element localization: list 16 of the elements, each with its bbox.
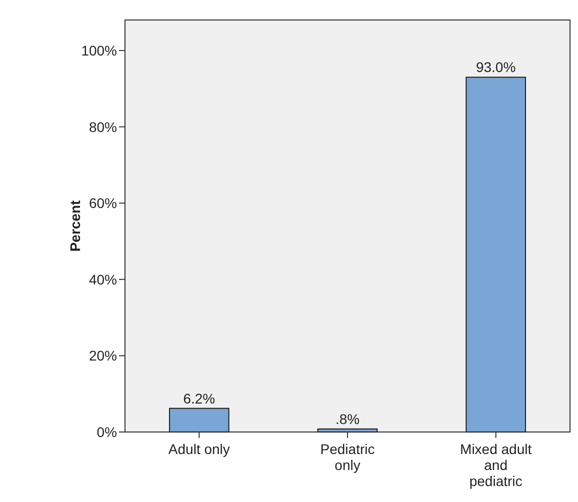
y-tick-label: 100%: [81, 42, 117, 59]
data-label: .8%: [335, 410, 360, 427]
y-tick-label: 40%: [88, 271, 117, 288]
bar: [169, 408, 230, 432]
y-tick-label: 60%: [88, 195, 117, 212]
y-tick-label: 80%: [88, 118, 117, 135]
bar: [317, 428, 378, 432]
bar: [466, 76, 526, 432]
y-axis-title: Percent: [67, 200, 83, 252]
data-label: 6.2%: [183, 390, 216, 406]
y-tick-label: 20%: [88, 348, 117, 364]
x-tick-label: Mixed adult and pediatric: [460, 441, 532, 489]
y-tick-label: 0%: [96, 424, 117, 440]
x-tick-label: Pediatric only: [320, 441, 375, 473]
x-tick-label: Adult only: [168, 441, 230, 457]
data-label: 93.0%: [476, 59, 516, 76]
